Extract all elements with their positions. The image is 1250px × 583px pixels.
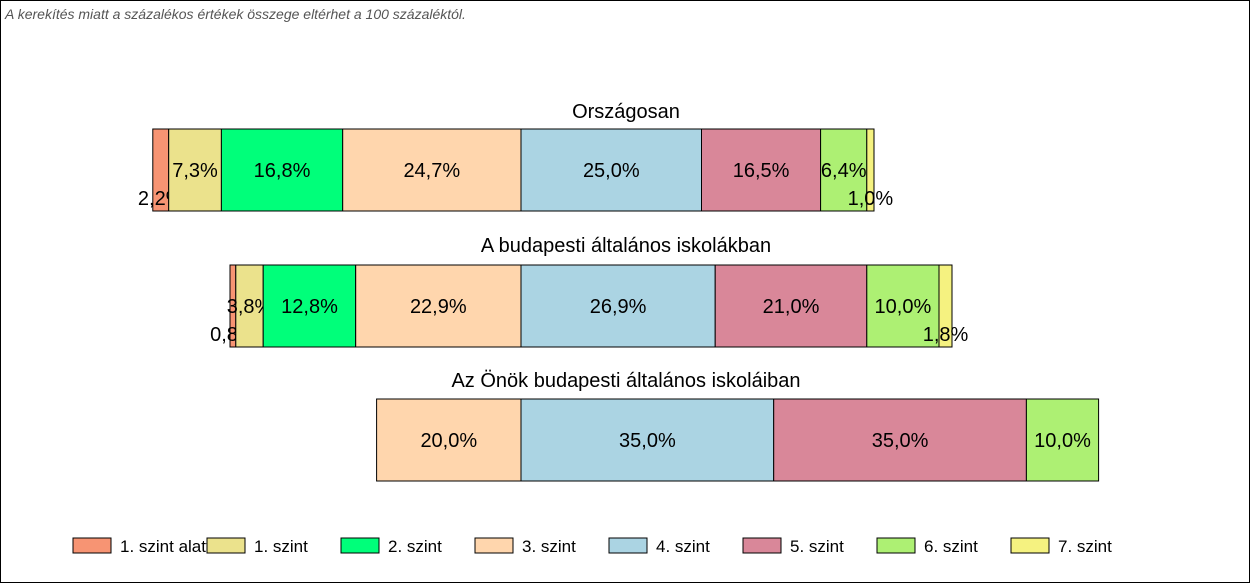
- data-label: 16,8%: [254, 160, 311, 182]
- bar-segment: [866, 128, 875, 212]
- legend-label: 7. szint: [1058, 537, 1112, 556]
- legend-label: 5. szint: [790, 537, 844, 556]
- bar-segment: [938, 264, 953, 348]
- bar-segment: [773, 398, 1027, 482]
- bar-segment: [714, 264, 868, 348]
- legend-swatch: [340, 537, 380, 554]
- data-label: 21,0%: [763, 296, 820, 318]
- data-label: 1,0%: [848, 188, 894, 210]
- data-label: 12,8%: [281, 296, 338, 318]
- legend-swatch: [474, 537, 514, 554]
- data-label: 3,8%: [227, 296, 273, 318]
- data-label: 20,0%: [420, 430, 477, 452]
- legend-label: 6. szint: [924, 537, 978, 556]
- bar-segment: [701, 128, 822, 212]
- data-label: 16,5%: [733, 160, 790, 182]
- bar-title: Az Önök budapesti általános iskoláiban: [451, 370, 800, 392]
- data-label: 35,0%: [872, 430, 929, 452]
- data-label: 35,0%: [619, 430, 676, 452]
- data-label: 1,8%: [923, 324, 969, 346]
- bar-title: Országosan: [572, 101, 680, 123]
- legend-swatch: [742, 537, 782, 554]
- legend-label: 3. szint: [522, 537, 576, 556]
- data-label: 10,0%: [875, 296, 932, 318]
- bar-title: A budapesti általános iskolákban: [481, 235, 771, 257]
- legend-swatch: [72, 537, 112, 554]
- bar-segment: [520, 398, 775, 482]
- legend-swatch: [876, 537, 916, 554]
- bar-segment: [342, 128, 522, 212]
- data-label: 10,0%: [1034, 430, 1091, 452]
- legend-swatch: [608, 537, 648, 554]
- data-label: 26,9%: [590, 296, 647, 318]
- bar-segment: [520, 264, 716, 348]
- bar-segment: [220, 128, 344, 212]
- bar-segment: [1025, 398, 1100, 482]
- data-label: 6,4%: [821, 160, 867, 182]
- bar-segment: [168, 128, 222, 212]
- bar-segment: [355, 264, 522, 348]
- legend-label: 1. szint alatti: [120, 537, 215, 556]
- legend-swatch: [206, 537, 246, 554]
- legend-swatch: [1010, 537, 1050, 554]
- legend-label: 1. szint: [254, 537, 308, 556]
- bar-segment: [820, 128, 868, 212]
- data-label: 22,9%: [410, 296, 467, 318]
- bar-segment: [376, 398, 522, 482]
- legend-label: 4. szint: [656, 537, 710, 556]
- data-label: 24,7%: [403, 160, 460, 182]
- data-label: 7,3%: [172, 160, 218, 182]
- legend-label: 2. szint: [388, 537, 442, 556]
- rounding-note: A kerekítés miatt a százalékos értékek ö…: [5, 6, 466, 22]
- data-label: 25,0%: [583, 160, 640, 182]
